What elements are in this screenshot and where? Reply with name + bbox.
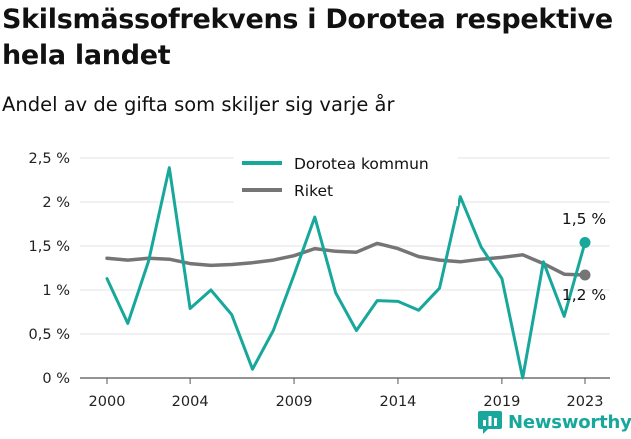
y-tick-label: 0,5 % <box>29 327 70 343</box>
end-label-riket: 1,2 % <box>562 286 606 304</box>
end-point-riket <box>579 269 591 281</box>
y-tick-label: 1,5 % <box>29 239 70 255</box>
x-tick-label: 2004 <box>172 394 209 410</box>
y-tick-label: 1 % <box>42 283 70 299</box>
newsworthy-logo-icon <box>478 411 502 434</box>
x-axis: 2000 2004 2009 2014 2019 2023 <box>89 378 604 410</box>
chart-title: Skilsmässofrekvens i Dorotea respektive … <box>2 4 613 71</box>
y-tick-label: 2,5 % <box>29 151 70 167</box>
brand-name: Newsworthy <box>508 411 631 433</box>
legend-label-riket: Riket <box>294 182 333 200</box>
y-axis: 0 % 0,5 % 1 % 1,5 % 2 % 2,5 % <box>29 151 70 387</box>
x-tick-label: 2023 <box>567 394 604 410</box>
end-point-dorotea <box>579 236 591 248</box>
series-lines <box>105 166 587 380</box>
x-tick-label: 2009 <box>276 394 313 410</box>
legend: Dorotea kommun Riket <box>234 150 458 206</box>
x-tick-label: 2014 <box>380 394 417 410</box>
legend-background <box>234 150 458 206</box>
series-line-dorotea <box>105 166 587 380</box>
brand-logo: Newsworthy <box>476 407 631 437</box>
end-label-dorotea: 1,5 % <box>562 210 606 228</box>
chart-subtitle: Andel av de gifta som skiljer sig varje … <box>2 93 395 116</box>
y-tick-label: 0 % <box>42 371 70 387</box>
end-points <box>579 236 591 281</box>
legend-label-dorotea: Dorotea kommun <box>294 155 429 173</box>
x-tick-label: 2019 <box>483 394 520 410</box>
series-line-riket <box>105 241 587 277</box>
x-tick-label: 2000 <box>89 394 126 410</box>
y-tick-label: 2 % <box>42 195 70 211</box>
